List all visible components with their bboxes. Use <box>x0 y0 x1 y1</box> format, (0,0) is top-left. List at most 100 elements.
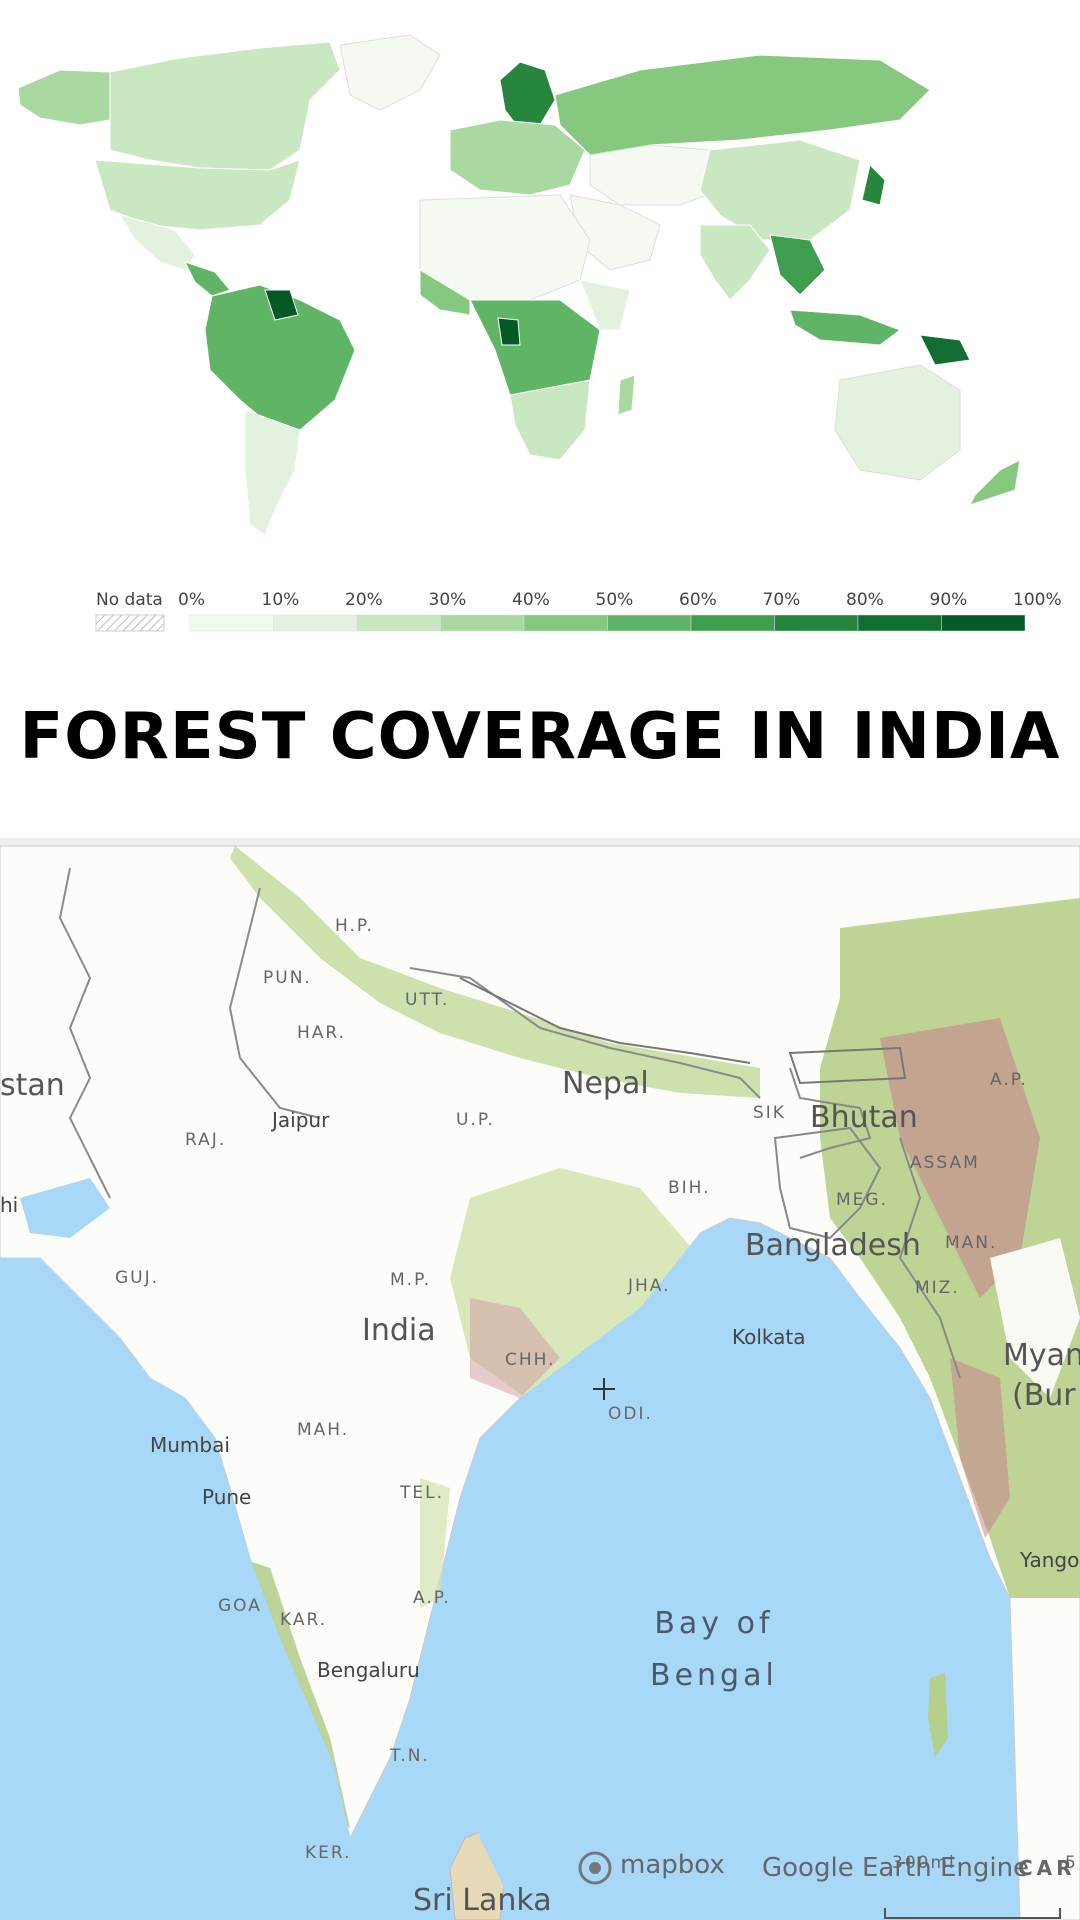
legend-bin <box>440 614 525 632</box>
state-label: KER. <box>305 1843 352 1863</box>
legend-color-scale <box>95 614 1026 632</box>
region-northern-south-america <box>204 284 356 431</box>
legend-tick-label: 90% <box>929 590 968 610</box>
region-japan <box>861 164 886 206</box>
state-label: M.P. <box>390 1270 432 1290</box>
mapbox-attribution: mapbox <box>620 1850 725 1880</box>
region-new-guinea <box>919 334 971 366</box>
region-congo <box>497 317 521 346</box>
legend-bin <box>189 614 274 632</box>
region-canada <box>109 41 341 171</box>
state-label: CHH. <box>505 1350 556 1370</box>
legend-tick-label: 50% <box>595 590 634 610</box>
state-label: UTT. <box>405 990 450 1010</box>
country-label: India <box>362 1313 436 1348</box>
country-label: Sri Lanka <box>413 1883 552 1918</box>
region-east-africa <box>579 279 631 331</box>
india-border <box>58 867 961 1379</box>
google-earth-engine-attribution: Google Earth Engine <box>762 1853 1030 1883</box>
state-label: BIH. <box>668 1178 711 1198</box>
country-label: Nepal <box>562 1066 649 1101</box>
carto-attribution: CAR <box>1018 1856 1076 1880</box>
region-australia <box>834 364 961 481</box>
country-label: Bhutan <box>810 1100 918 1135</box>
legend-bin <box>774 614 859 632</box>
state-label: MAN. <box>945 1233 998 1253</box>
region-mexico <box>118 214 196 271</box>
scale-label-next: 5 <box>1065 1853 1078 1873</box>
city-label: Yango <box>1020 1548 1080 1572</box>
state-label: MAH. <box>297 1420 350 1440</box>
country-label: Bangladesh <box>745 1228 921 1263</box>
legend-no-data-label: No data <box>96 590 163 610</box>
legend-tick-label: 40% <box>512 590 550 610</box>
legend-no-data-swatch <box>95 614 165 632</box>
scale-label: 300mi <box>892 1853 956 1873</box>
page-title: FOREST COVERAGE IN INDIA <box>19 700 1061 774</box>
crosshair-icon <box>593 1378 615 1400</box>
world-forest-map <box>17 34 1021 536</box>
state-label: ODI. <box>608 1404 653 1424</box>
state-label: GOA <box>218 1596 262 1616</box>
scale-bar <box>884 1908 1061 1919</box>
country-label: (Bur <box>1012 1378 1076 1413</box>
bangladesh-border <box>773 1126 882 1240</box>
legend-tick-label: 0% <box>178 590 205 610</box>
region-north-africa <box>419 194 591 301</box>
region-russia <box>554 54 931 156</box>
state-label: U.P. <box>456 1110 495 1130</box>
state-label: JHA. <box>628 1276 671 1296</box>
sea-label: Bay of Bengal <box>650 1606 778 1693</box>
region-europe <box>449 119 586 196</box>
state-label: MIZ. <box>915 1278 960 1298</box>
region-southern-south-america <box>244 409 301 536</box>
state-label: A.P. <box>990 1070 1028 1090</box>
state-label: PUN. <box>263 968 312 988</box>
country-label: Myan <box>1003 1338 1080 1373</box>
legend-bin <box>690 614 775 632</box>
state-label: T.N. <box>390 1746 430 1766</box>
state-label: SIK <box>753 1103 786 1123</box>
mapbox-logo-icon <box>578 1851 612 1885</box>
city-label: Pune <box>202 1485 252 1509</box>
legend-bin <box>523 614 608 632</box>
state-label: TEL. <box>400 1483 445 1503</box>
nepal-border <box>459 977 751 1064</box>
india-forest-map <box>0 838 1080 1920</box>
city-label: Bengaluru <box>317 1658 420 1682</box>
state-label: GUJ. <box>115 1268 160 1288</box>
country-label: stan <box>0 1068 65 1103</box>
region-new-zealand <box>969 459 1021 506</box>
state-label: A.P. <box>413 1588 451 1608</box>
region-central-america <box>184 261 231 297</box>
state-label: H.P. <box>335 916 374 936</box>
region-guianas <box>264 289 299 321</box>
region-southern-africa <box>509 379 591 461</box>
legend-bin <box>607 614 692 632</box>
state-label: KAR. <box>280 1610 328 1630</box>
legend-bin <box>273 614 358 632</box>
region-scandinavia <box>499 61 556 131</box>
state-label: RAJ. <box>185 1130 227 1150</box>
region-central-asia <box>589 144 721 206</box>
state-label: ASSAM <box>910 1153 980 1173</box>
state-label: HAR. <box>297 1023 347 1043</box>
legend-tick-label: 60% <box>679 590 717 610</box>
legend-tick-label: 70% <box>762 590 801 610</box>
bay-of-bengal <box>470 1228 1000 1920</box>
city-label: hi <box>0 1193 19 1217</box>
region-india <box>699 224 771 301</box>
city-label: Jaipur <box>272 1108 330 1132</box>
himalaya-forest <box>230 846 760 1098</box>
region-west-africa <box>419 269 471 316</box>
legend-tick-label: 30% <box>428 590 467 610</box>
city-label: Kolkata <box>732 1325 806 1349</box>
region-alaska <box>17 69 111 126</box>
legend-tick-label: 10% <box>261 590 300 610</box>
legend-bin <box>857 614 942 632</box>
legend-tick-label: 20% <box>345 590 383 610</box>
legend-tick-label: 100% <box>1013 590 1062 610</box>
legend-bin <box>941 614 1026 632</box>
region-indonesia <box>789 309 902 346</box>
bhutan-border <box>788 1046 907 1085</box>
